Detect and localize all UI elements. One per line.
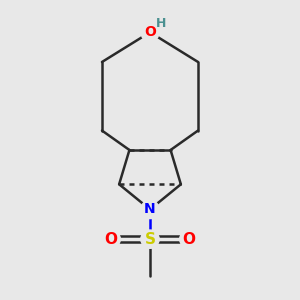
Text: O: O <box>182 232 195 247</box>
Circle shape <box>141 200 159 219</box>
Text: S: S <box>145 232 155 247</box>
Circle shape <box>102 230 120 248</box>
Circle shape <box>180 230 198 248</box>
Circle shape <box>141 230 159 248</box>
Text: H: H <box>156 16 167 30</box>
Text: O: O <box>105 232 118 247</box>
Text: O: O <box>144 25 156 39</box>
Text: N: N <box>144 202 156 216</box>
Circle shape <box>141 23 159 41</box>
